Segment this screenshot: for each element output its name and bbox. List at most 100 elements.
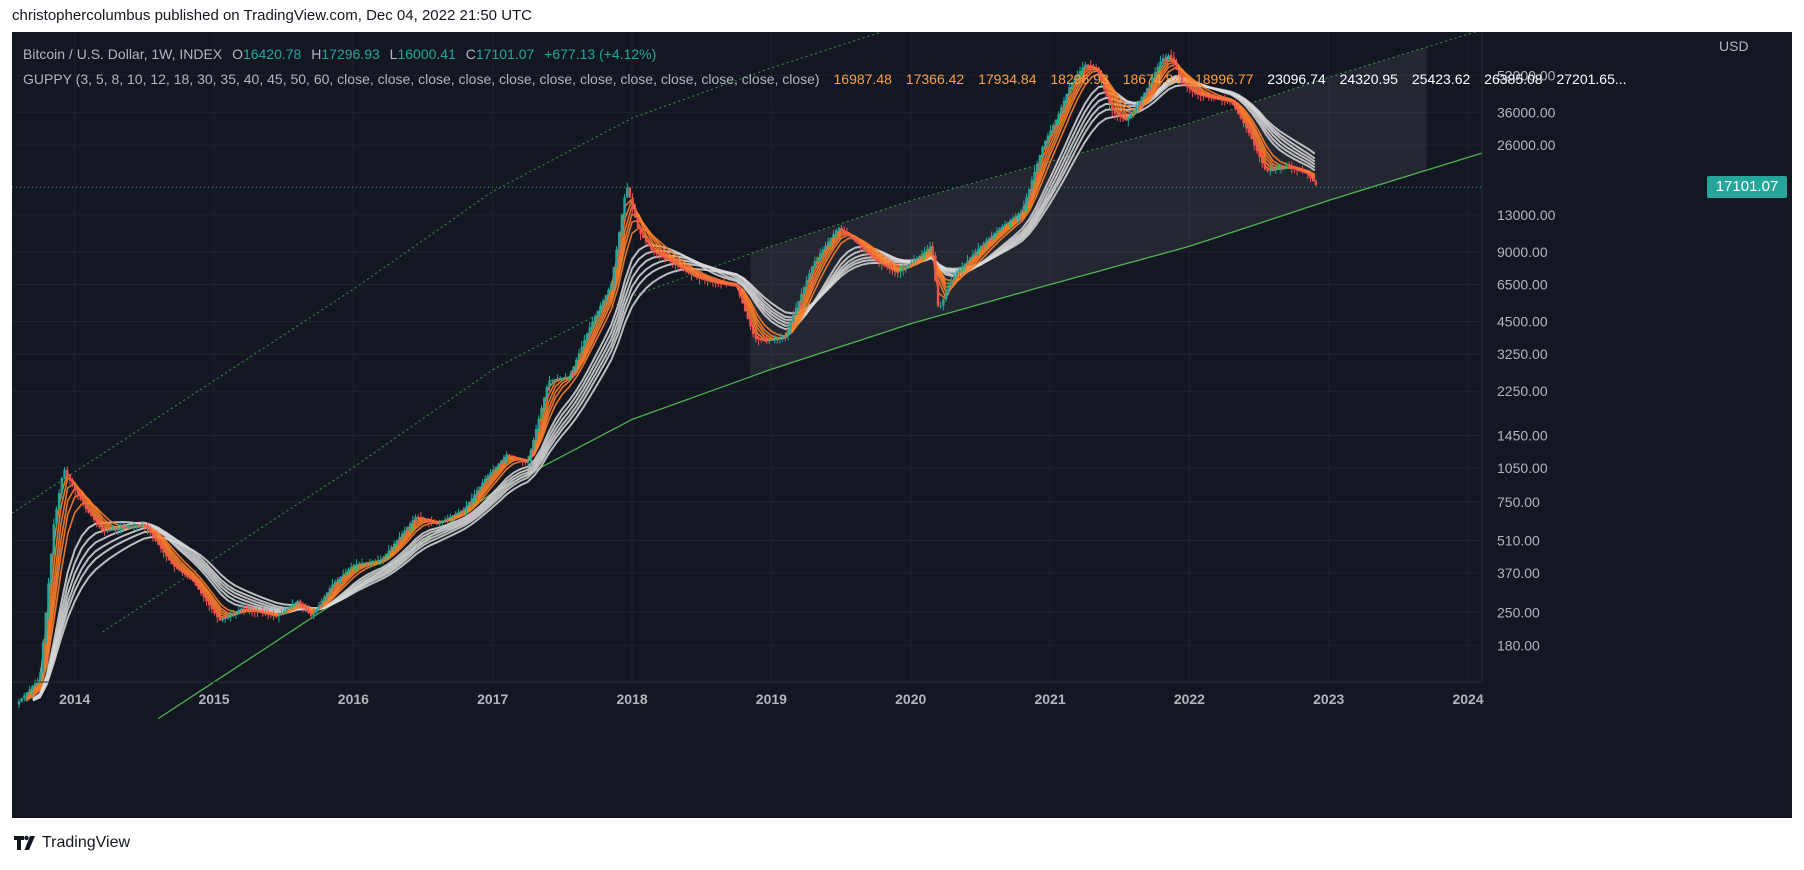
candle-body <box>33 683 37 687</box>
candle-body <box>1295 169 1299 171</box>
candle-body <box>451 515 455 517</box>
candle-body <box>572 366 575 373</box>
candle-body <box>213 609 216 614</box>
candle-body <box>76 490 80 495</box>
guppy-label: GUPPY (3, 5, 8, 10, 12, 18, 30, 35, 40, … <box>23 71 820 87</box>
candle-body <box>532 439 535 451</box>
candle-body <box>291 604 294 607</box>
candle-body <box>312 613 315 616</box>
tradingview-logo-text[interactable]: TradingView <box>42 834 131 851</box>
candle-body <box>660 255 664 257</box>
candle-body <box>502 457 506 461</box>
candle-body <box>1003 224 1007 227</box>
candle-body <box>374 561 377 563</box>
candle-body <box>942 299 945 306</box>
y-tick-label: 1450.00 <box>1497 427 1548 443</box>
candle-body <box>634 207 637 218</box>
candle-body <box>1210 97 1213 99</box>
candle-body <box>307 609 310 613</box>
candle-body <box>567 376 570 378</box>
candle-body <box>591 321 594 328</box>
candle-body <box>800 294 803 302</box>
candle-body <box>299 600 302 604</box>
candle-body <box>845 232 849 235</box>
chart-frame[interactable]: 180.00 250.00 370.00 510.00 750.00 1050.00 145… <box>12 32 1792 818</box>
candle-body <box>995 231 999 234</box>
candle-body <box>561 377 565 379</box>
ohlc-h-value: 17296.93 <box>321 46 380 62</box>
candle-body <box>320 600 323 605</box>
candle-body <box>186 575 189 578</box>
change-value: +677.13 (+4.12%) <box>544 46 657 62</box>
candle-body <box>760 339 763 341</box>
candle-body <box>162 548 165 553</box>
candle-body <box>880 262 883 265</box>
candle-body <box>392 543 396 548</box>
candle-body <box>1301 171 1304 173</box>
candle-body <box>695 276 699 278</box>
candle-body <box>918 256 921 259</box>
candle-body <box>489 472 492 476</box>
candle-body <box>352 564 356 567</box>
candle-body <box>789 322 792 329</box>
candle-body <box>963 263 967 267</box>
candle-body <box>248 609 251 611</box>
candle-body <box>655 252 658 254</box>
candle-body <box>1271 169 1275 171</box>
candle-body <box>1019 211 1023 214</box>
guppy-value: 24320.95 <box>1339 71 1398 87</box>
candle-body <box>1121 117 1125 119</box>
candle-body <box>419 516 423 519</box>
candle-body <box>1054 120 1058 126</box>
candle-body <box>242 608 246 610</box>
candle-body <box>1228 101 1232 103</box>
candle-body <box>829 237 833 242</box>
candle-body <box>998 228 1001 232</box>
candle-body <box>540 408 543 419</box>
candle-body <box>157 540 160 545</box>
candle-body <box>518 458 522 461</box>
candle-body <box>336 579 340 582</box>
candle-body <box>620 214 624 233</box>
candle-body <box>1258 150 1261 157</box>
candle-body <box>1044 140 1047 147</box>
candle-body <box>400 533 404 538</box>
candle-body <box>985 240 988 244</box>
candle-body <box>449 516 452 519</box>
candle-body <box>47 583 50 613</box>
candle-body <box>939 305 942 307</box>
candle-body <box>194 581 198 586</box>
candle-body <box>261 612 265 614</box>
candle-body <box>1006 222 1009 225</box>
candle-body <box>1052 125 1055 131</box>
candle-body <box>741 295 744 304</box>
candle-body <box>371 561 374 563</box>
candle-body <box>1290 167 1293 169</box>
candle-body <box>363 563 366 565</box>
chart-canvas[interactable]: 180.00 250.00 370.00 510.00 750.00 1050.00 145… <box>12 32 1792 818</box>
candle-body <box>486 475 490 479</box>
grid <box>12 32 1482 682</box>
candle-body <box>328 588 331 593</box>
candle-body <box>615 249 618 268</box>
candle-body <box>98 523 101 527</box>
candle-body <box>17 701 21 705</box>
candle-body <box>735 285 739 288</box>
candle-body <box>1236 109 1240 114</box>
candle-body <box>623 197 626 215</box>
x-tick-label: 2021 <box>1034 691 1065 707</box>
tradingview-logo-icon[interactable] <box>12 832 38 854</box>
candle-body <box>550 379 554 381</box>
candle-body <box>132 525 136 527</box>
candle-body <box>143 524 147 526</box>
candle-body <box>116 528 120 530</box>
candle-body <box>1194 91 1197 94</box>
candle-body <box>25 692 29 696</box>
candle-body <box>443 519 447 522</box>
candle-body <box>151 532 155 537</box>
candle-body <box>674 263 677 265</box>
candle-body <box>1231 101 1235 105</box>
candle-body <box>969 257 972 261</box>
candle-body <box>1153 72 1157 78</box>
candle-body <box>100 526 104 531</box>
